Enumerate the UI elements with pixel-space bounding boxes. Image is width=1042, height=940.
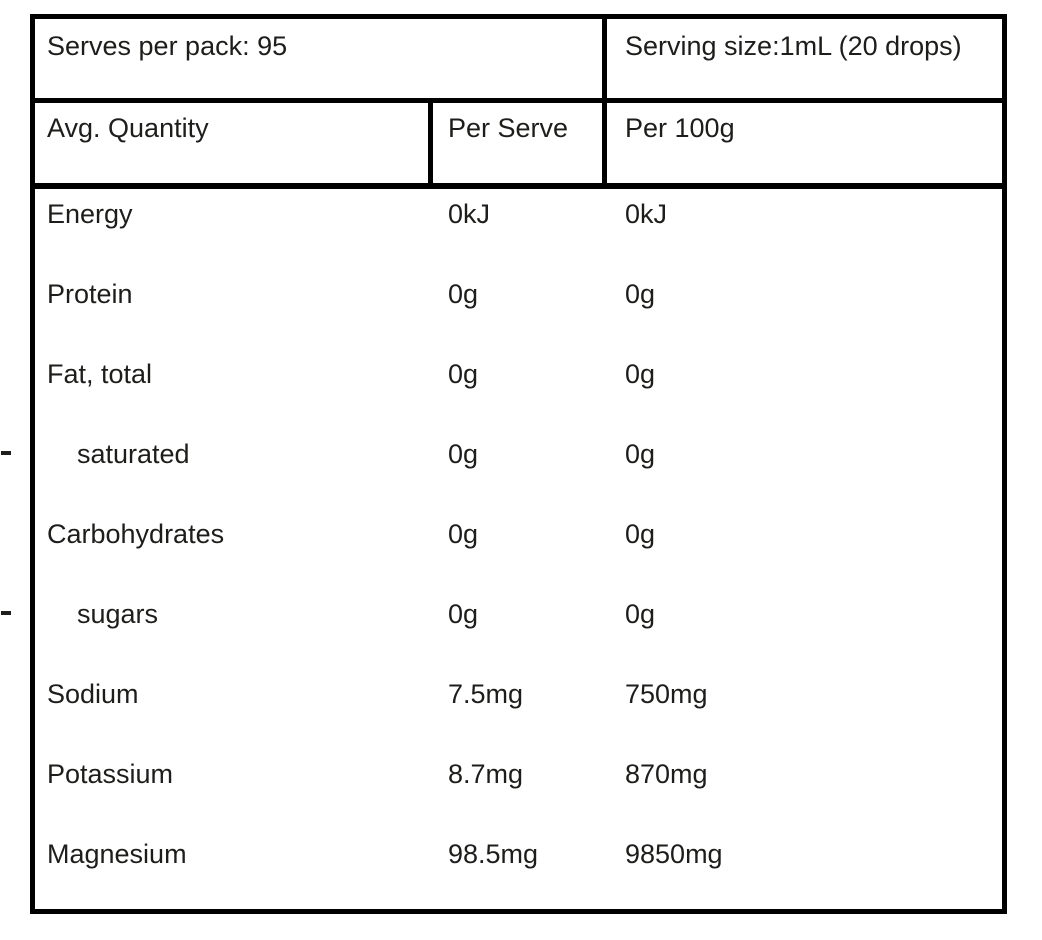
table-row: Carbohydrates 0g 0g <box>35 509 1002 589</box>
table-row: Magnesium 98.5mg 9850mg <box>35 829 1002 909</box>
table-row: saturated 0g 0g - <box>1 429 1002 509</box>
list-dash-marker: - <box>1 451 11 455</box>
table-header-row-serving: Serves per pack: 95 Serving size:1mL (20… <box>35 19 1002 103</box>
column-header-per-100g: Per 100g <box>625 113 735 143</box>
nutrient-label: Sodium <box>47 679 139 709</box>
nutrient-label: Energy <box>47 199 133 229</box>
table-row: Sodium 7.5mg 750mg <box>35 669 1002 749</box>
list-dash-marker: - <box>1 611 11 615</box>
nutrient-label: Fat, total <box>47 359 153 389</box>
nutrient-label: Carbohydrates <box>47 519 225 549</box>
per-serve-value: 98.5mg <box>448 839 539 869</box>
nutrient-label: Magnesium <box>47 839 187 869</box>
table-row: Energy 0kJ 0kJ <box>35 189 1002 269</box>
table-row: Fat, total 0g 0g <box>35 349 1002 429</box>
per-100g-value: 750mg <box>625 679 708 709</box>
table-column-header-row: Avg. Quantity Per Serve Per 100g <box>35 103 1002 189</box>
per-100g-value: 0g <box>625 599 656 629</box>
table-row: sugars 0g 0g - <box>1 589 1002 669</box>
per-100g-value: 0g <box>625 439 656 469</box>
per-100g-value: 0g <box>625 279 656 309</box>
table-row: Potassium 8.7mg 870mg <box>35 749 1002 829</box>
table-body: Energy 0kJ 0kJ Protein 0g 0g Fat, total … <box>1 189 1002 909</box>
per-100g-value: 0g <box>625 359 656 389</box>
serving-size-cell: Serving size:1mL (20 drops) <box>625 31 962 61</box>
per-100g-value: 870mg <box>625 759 708 789</box>
per-serve-value: 0g <box>448 519 479 549</box>
per-serve-value: 8.7mg <box>448 759 524 789</box>
column-header-per-serve: Per Serve <box>433 103 607 183</box>
nutrition-table: Serves per pack: 95 Serving size:1mL (20… <box>1 14 1007 914</box>
per-100g-value: 0g <box>625 519 656 549</box>
nutrient-label: sugars <box>77 599 159 629</box>
per-serve-value: 0g <box>448 439 479 469</box>
per-serve-value: 0kJ <box>448 199 491 229</box>
per-serve-value: 0g <box>448 359 479 389</box>
nutrient-label: Protein <box>47 279 133 309</box>
per-serve-value: 0g <box>448 279 479 309</box>
table-row: Protein 0g 0g <box>35 269 1002 349</box>
per-100g-value: 0kJ <box>625 199 668 229</box>
per-serve-value: 0g <box>448 599 479 629</box>
column-header-avg-quantity: Avg. Quantity <box>35 103 433 183</box>
per-100g-value: 9850mg <box>625 839 723 869</box>
nutrient-label: saturated <box>77 439 190 469</box>
per-serve-value: 7.5mg <box>448 679 524 709</box>
nutrient-label: Potassium <box>47 759 174 789</box>
serves-per-pack-cell: Serves per pack: 95 <box>35 19 607 98</box>
